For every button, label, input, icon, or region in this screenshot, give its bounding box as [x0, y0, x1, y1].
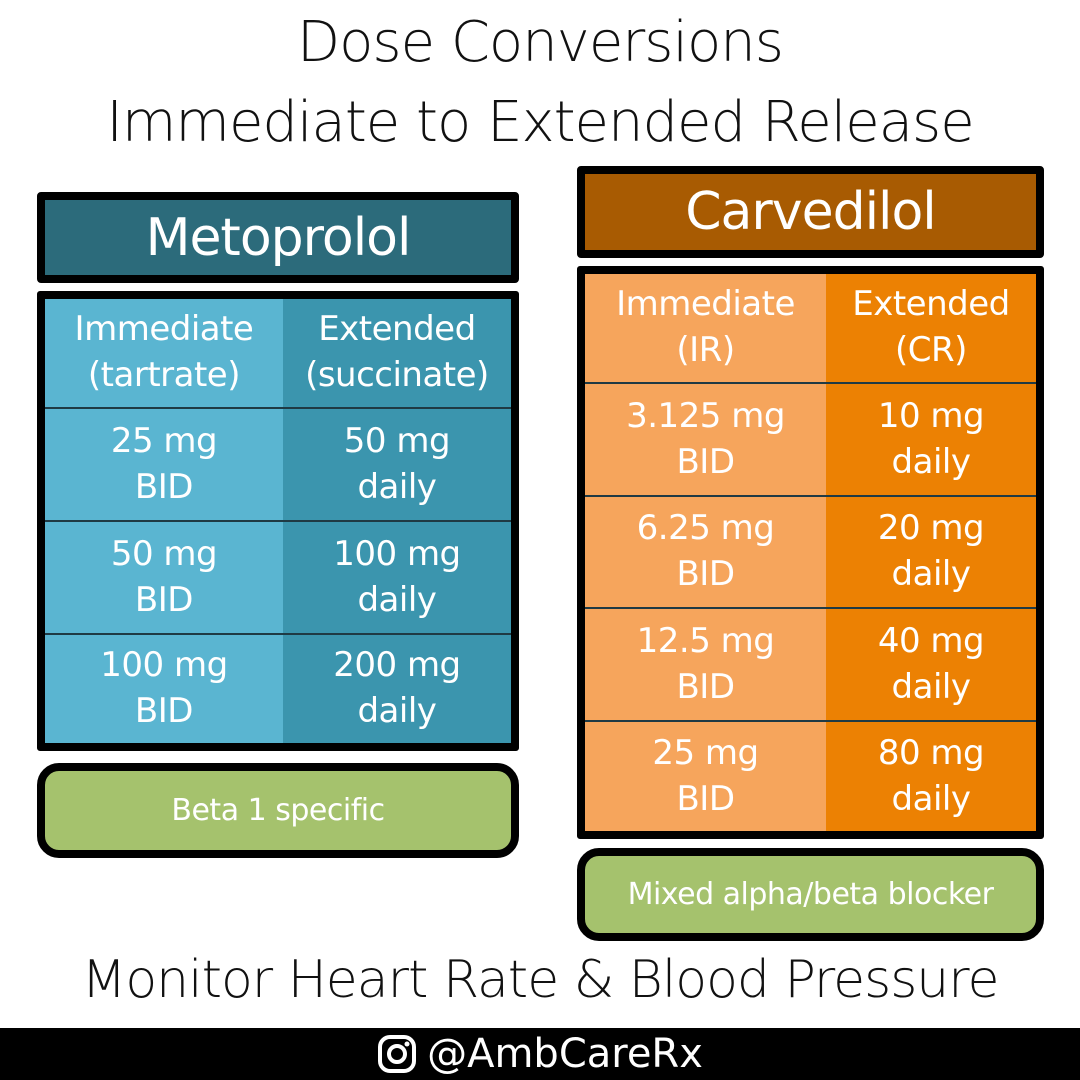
- table-cell: 50 mg daily: [282, 409, 511, 522]
- table-cell: 25 mg BID: [585, 722, 826, 831]
- table-cell: 50 mg BID: [45, 522, 283, 635]
- column-header: Extended (CR): [826, 274, 1036, 384]
- table-cell: 10 mg daily: [826, 384, 1036, 497]
- title-line-1: Dose Conversions: [297, 10, 784, 75]
- table-cell: 200 mg daily: [282, 635, 511, 743]
- note-text: Mixed alpha/beta blocker: [627, 877, 994, 912]
- title-line-2: Immediate to Extended Release: [106, 90, 974, 155]
- table-cell: 6.25 mg BID: [585, 497, 826, 609]
- metoprolol-table: Immediate (tartrate) Extended (succinate)…: [37, 291, 519, 751]
- column-header: Immediate (IR): [585, 274, 826, 384]
- table-cell: 12.5 mg BID: [585, 609, 826, 722]
- instagram-icon: [378, 1035, 417, 1073]
- table-cell: 25 mg BID: [45, 409, 283, 522]
- note-text: Beta 1 specific: [171, 793, 385, 828]
- table-cell: 100 mg daily: [282, 522, 511, 635]
- carvedilol-title: Carvedilol: [577, 166, 1044, 258]
- table-cell: 20 mg daily: [826, 497, 1036, 609]
- monitor-text: Monitor Heart Rate & Blood Pressure: [81, 950, 1000, 1010]
- table-cell: 3.125 mg BID: [585, 384, 826, 497]
- social-handle: @AmbCareRx: [427, 1031, 703, 1077]
- table-cell: 100 mg BID: [45, 635, 283, 743]
- column-header: Immediate (tartrate): [45, 299, 283, 409]
- metoprolol-note: Beta 1 specific: [37, 763, 519, 858]
- metoprolol-title: Metoprolol: [37, 192, 519, 283]
- table-cell: 80 mg daily: [826, 722, 1036, 831]
- carvedilol-note: Mixed alpha/beta blocker: [577, 848, 1044, 941]
- column-header: Extended (succinate): [282, 299, 511, 409]
- carvedilol-table: Immediate (IR) Extended (CR) 3.125 mg BID 1…: [577, 266, 1044, 839]
- footer-bar: @AmbCareRx: [0, 1028, 1080, 1080]
- table-cell: 40 mg daily: [826, 609, 1036, 722]
